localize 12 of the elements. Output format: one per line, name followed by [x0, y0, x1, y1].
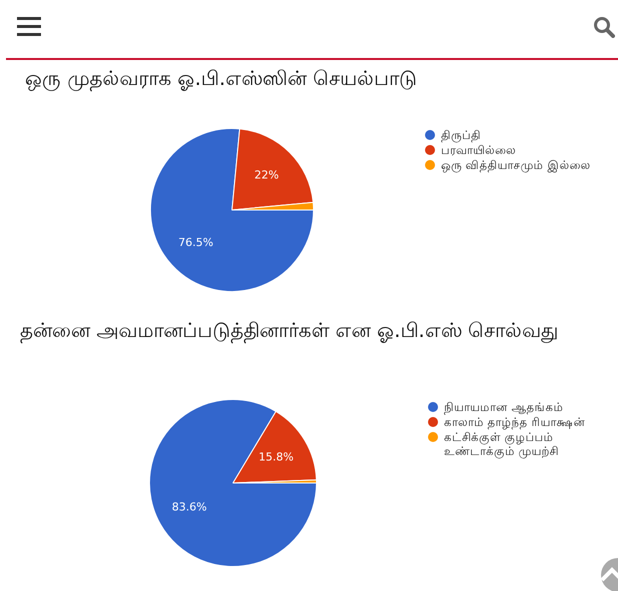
data-label: 76.5%	[178, 236, 214, 249]
legend-label: திருப்தி	[440, 128, 482, 142]
data-label: 83.6%	[172, 500, 207, 514]
legend-label: பரவாயில்லை	[440, 143, 517, 157]
data-label: 22%	[254, 168, 279, 182]
legend-label: கட்சிக்குள் குழப்பம் உண்டாக்கும் முயற்சி	[443, 430, 560, 458]
legend-label: ஒரு வித்தியாசமும் இல்லை	[440, 158, 592, 172]
chart-title: ஒரு முதல்வராக ஓ.பி.எஸ்ஸின் செயல்பாடு	[25, 66, 417, 92]
data-label: 15.8%	[258, 450, 294, 464]
legend-label: நியாயமான ஆதங்கம்	[443, 400, 565, 414]
legend-label: காலாம் தாழ்ந்த ரியாக்ஷன்	[443, 415, 586, 429]
chart-title: தன்னை அவமானப்படுத்தினார்கள் என ஓ.பி.எஸ் சொல்வது	[20, 318, 558, 344]
